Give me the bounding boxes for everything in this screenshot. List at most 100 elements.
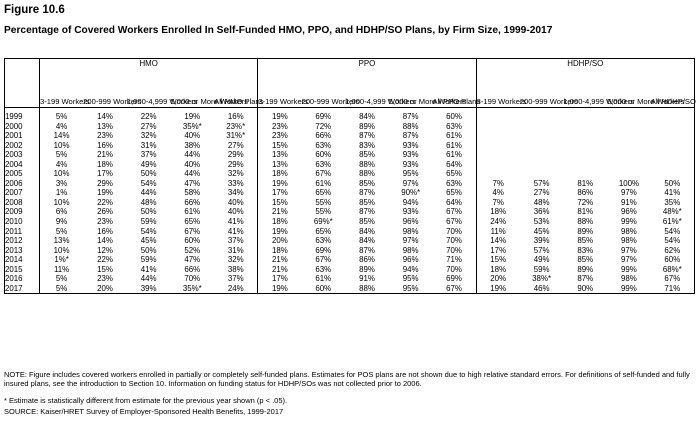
subheader-ppo-2: 1,000-4,999 Workers <box>345 69 416 108</box>
spacer-row <box>5 107 695 112</box>
cell-hmo-2: 49% <box>140 159 157 169</box>
year-cell: 2011 <box>5 226 22 236</box>
cell-ppo-3: 88% <box>402 121 419 131</box>
cell-hmo-4: 16% <box>227 112 244 121</box>
cell-hdhp-4: 41% <box>664 188 681 198</box>
cell-hmo-0: 10% <box>39 140 84 151</box>
cell-hmo-4: 24% <box>227 283 244 293</box>
cell-hmo-3: 61% <box>184 207 201 217</box>
cell-hdhp-3: 91% <box>621 197 637 207</box>
cell-ppo-2: 88% <box>359 169 375 179</box>
subheader-hdhp-3: 5,000 or More Workers <box>607 69 685 108</box>
cell-ppo-1: 67% <box>315 169 332 179</box>
cell-hdhp-3: 98% <box>621 226 637 236</box>
year-subheader-cell <box>4 69 40 108</box>
cell-hmo-3: 66% <box>184 264 201 274</box>
cell-hdhp-0: 14% <box>475 236 520 246</box>
table-row: 2001 14% 23% 32% 40% 31%* 23% 66% 87% 87% 61% <box>5 131 695 141</box>
cell-hmo-2: 41% <box>140 264 157 274</box>
cell-hmo-1: 12% <box>97 245 113 255</box>
cell-hdhp-3: 96% <box>621 207 637 217</box>
cell-hdhp-0: 4% <box>475 188 520 198</box>
year-cell: 2008 <box>5 197 23 207</box>
cell-hmo-4: 37% <box>227 274 244 284</box>
subheader-hmo-4: All HMO Plans <box>214 69 264 108</box>
figure-title: Percentage of Covered Workers Enrolled I… <box>4 25 553 36</box>
cell-hmo-1: 13% <box>97 121 113 131</box>
cell-hmo-2: 59% <box>140 255 157 265</box>
cell-hdhp-3: 97% <box>621 188 637 198</box>
year-cell: 2009 <box>5 207 23 217</box>
cell-ppo-0: 19% <box>257 283 302 294</box>
cell-ppo-1: 69% <box>315 245 332 255</box>
group-header-hmo: HMO <box>38 58 258 69</box>
cell-hmo-3: 58% <box>184 188 201 198</box>
cell-hmo-4: 32% <box>227 169 244 179</box>
table-row: 2006 3% 29% 54% 47% 33% 19% 61% 85% 97% 63% 7% 57% 81… <box>5 178 695 189</box>
cell-ppo-3: 93% <box>402 140 419 150</box>
cell-hdhp-4 <box>651 122 695 132</box>
cell-hdhp-2 <box>563 141 607 151</box>
cell-hmo-4: 29% <box>227 150 244 160</box>
year-header-cell <box>5 59 40 70</box>
cell-hmo-2: 39% <box>140 283 157 293</box>
cell-hdhp-4: 67% <box>664 274 681 284</box>
table-body: 1999 5% 14% 22% 19% 16% 19% 69% 84% 87% 60% 2000 4% 1… <box>5 107 695 294</box>
cell-hmo-3: 40% <box>184 131 201 141</box>
cell-ppo-0: 20% <box>257 236 302 246</box>
cell-hdhp-3 <box>607 169 651 179</box>
cell-hmo-4: 23%* <box>226 121 246 131</box>
cell-hmo-1: 26% <box>97 207 113 217</box>
cell-hdhp-3: 98% <box>621 236 637 246</box>
cell-ppo-4: 63% <box>446 178 462 188</box>
cell-hmo-4: 40% <box>227 197 244 207</box>
cell-ppo-2: 87% <box>359 207 375 217</box>
cell-hdhp-0: 18% <box>475 207 520 218</box>
group-header-row: HMO PPO HDHP/SO <box>5 58 695 70</box>
cell-hdhp-2: 81% <box>577 178 594 188</box>
cell-hdhp-4 <box>651 169 695 179</box>
cell-ppo-4: 71% <box>446 255 462 265</box>
cell-hdhp-0 <box>475 131 520 141</box>
year-cell: 2006 <box>5 178 23 188</box>
cell-hdhp-1: 45% <box>533 226 550 236</box>
cell-hdhp-2: 89% <box>577 226 594 236</box>
cell-hmo-2: 37% <box>140 150 157 160</box>
table-row: 2017 5% 20% 39% 35%* 24% 19% 60% 88% 95% 67% 19% 46%… <box>5 283 695 294</box>
cell-ppo-2: 89% <box>359 121 375 131</box>
cell-ppo-0: 15% <box>257 197 302 208</box>
cell-hdhp-0: 20% <box>475 274 520 284</box>
cell-hmo-1: 29% <box>97 178 113 188</box>
cell-hdhp-1 <box>520 169 564 179</box>
cell-ppo-0: 18% <box>257 245 302 256</box>
subheader-ppo-1: 200-999 Workers <box>301 69 360 108</box>
cell-hmo-1: 18% <box>97 159 113 169</box>
cell-hmo-1: 20% <box>97 283 113 293</box>
cell-hdhp-2: 81% <box>577 207 594 217</box>
cell-hmo-0: 5% <box>39 283 84 294</box>
cell-ppo-0: 19% <box>257 226 302 237</box>
cell-hdhp-4: 71% <box>664 283 681 293</box>
cell-hmo-2: 32% <box>140 131 157 141</box>
cell-hmo-2: 44% <box>140 188 157 198</box>
year-cell: 2007 <box>5 188 23 198</box>
cell-ppo-2: 86% <box>359 255 375 265</box>
cell-ppo-4: 65% <box>446 169 462 179</box>
cell-ppo-3: 95% <box>402 274 419 284</box>
cell-hmo-3: 44% <box>184 169 201 179</box>
cell-ppo-0: 13% <box>257 150 302 160</box>
cell-hdhp-3 <box>607 112 651 122</box>
cell-hmo-0: 5% <box>39 150 84 160</box>
cell-ppo-4: 61% <box>446 150 462 160</box>
cell-hdhp-4: 54% <box>664 226 681 236</box>
cell-hdhp-3: 99% <box>621 283 637 293</box>
cell-ppo-2: 83% <box>359 140 375 150</box>
cell-hmo-0: 4% <box>39 121 84 132</box>
year-cell: 2004 <box>5 159 23 169</box>
cell-ppo-0: 23% <box>257 131 302 141</box>
subheader-hdhp-2: 1,000-4,999 Workers <box>563 69 634 108</box>
cell-hdhp-4 <box>651 112 695 122</box>
cell-ppo-1: 69%* <box>313 217 333 227</box>
cell-hmo-0: 4% <box>39 159 84 170</box>
cell-ppo-4: 64% <box>446 159 462 169</box>
